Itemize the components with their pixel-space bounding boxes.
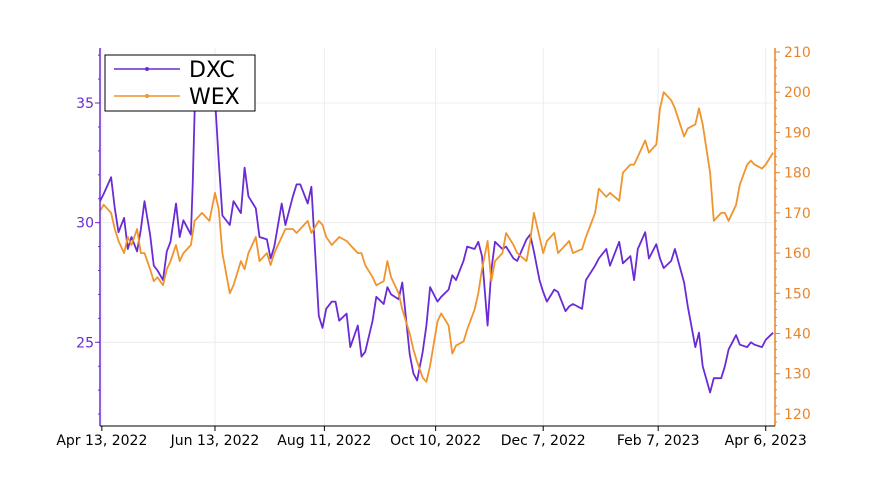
legend-marker-dxc: [145, 67, 149, 71]
x-tick-label: Jun 13, 2022: [170, 433, 260, 449]
y-right-tick-label: 180: [784, 166, 811, 182]
legend-box: [104, 54, 256, 112]
series-line-dxc: [99, 73, 774, 394]
x-tick-label: Apr 13, 2022: [56, 433, 147, 449]
y-right-tick-label: 130: [784, 367, 811, 383]
x-tick-label: Feb 7, 2023: [617, 433, 700, 449]
y-right-tick-label: 120: [784, 407, 811, 423]
y-right-tick-label: 170: [784, 206, 811, 222]
y-left-tick-label: 30: [76, 216, 94, 232]
y-right-tick-label: 190: [784, 125, 811, 141]
y-left-tick-label: 35: [76, 96, 94, 112]
legend-marker-wex: [145, 94, 149, 98]
series-line-wex: [99, 91, 774, 383]
y-right-tick-label: 200: [784, 85, 811, 101]
x-tick-label: Apr 6, 2023: [725, 433, 807, 449]
y-right-tick-label: 140: [784, 327, 811, 343]
y-left-tick-label: 25: [76, 335, 94, 351]
x-tick-label: Aug 11, 2022: [277, 433, 371, 449]
y-right-tick-label: 150: [784, 286, 811, 302]
x-tick-label: Oct 10, 2022: [390, 433, 481, 449]
legend-label-dxc: DXC: [189, 58, 235, 83]
legend-label-wex: WEX: [189, 85, 240, 110]
y-right-tick-label: 160: [784, 246, 811, 262]
x-tick-label: Dec 7, 2022: [501, 433, 586, 449]
axes: 25 30 35 120 130 140 150 160 170 180 190 200 210 Apr …: [56, 45, 810, 449]
legend: DXC WEX: [104, 54, 256, 112]
series-layer: [99, 73, 774, 394]
y-right-tick-label: 210: [784, 45, 811, 61]
